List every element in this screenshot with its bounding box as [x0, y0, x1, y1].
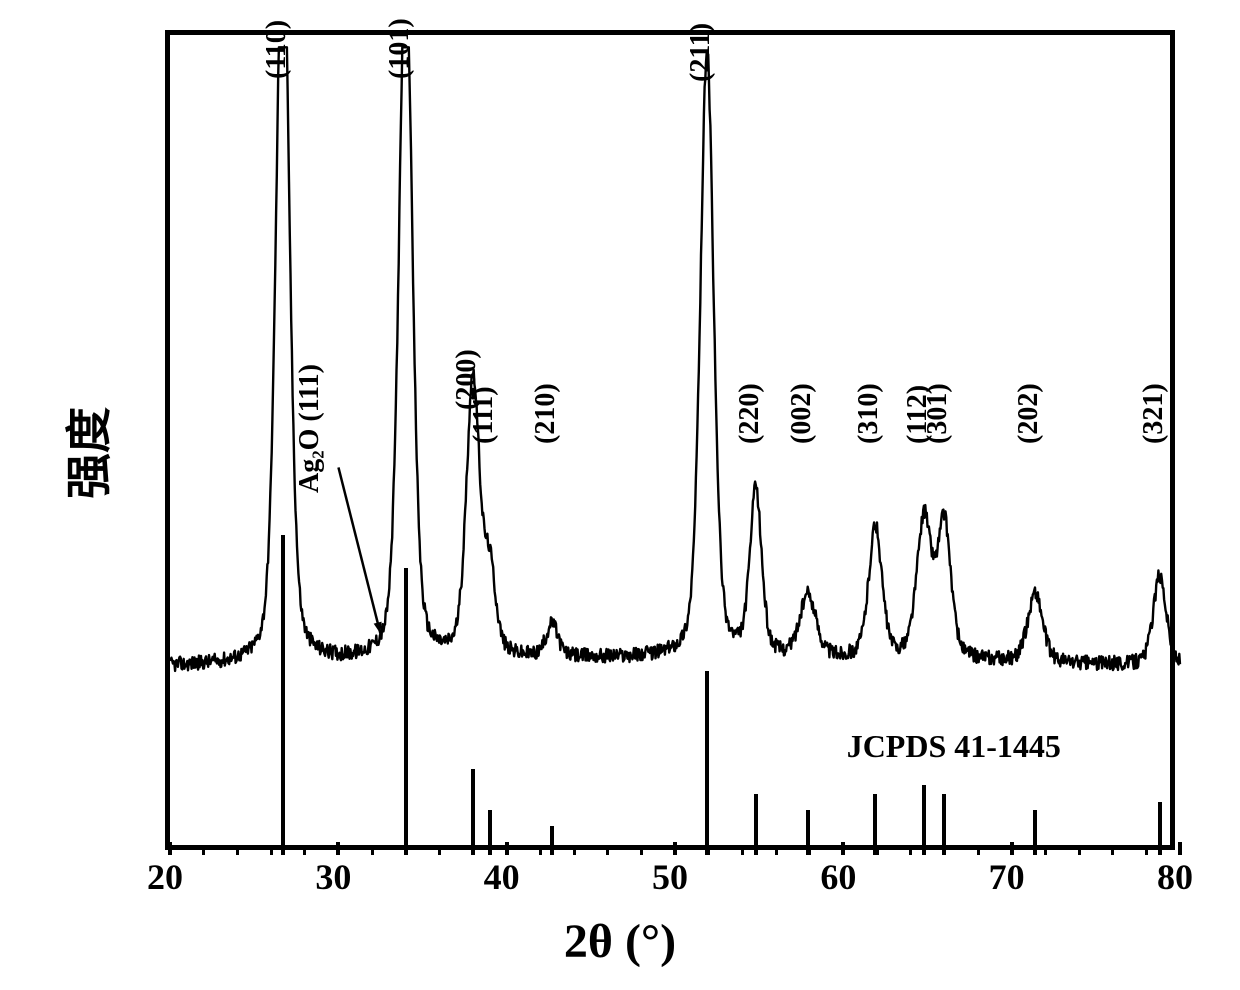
x-axis-label: 2θ (°) — [0, 914, 1240, 969]
x-tick-label: 70 — [989, 856, 1025, 898]
reference-card-label: JCPDS 41-1445 — [847, 728, 1061, 765]
x-tick-label: 50 — [652, 856, 688, 898]
x-tick-label: 60 — [820, 856, 856, 898]
x-tick-label: 30 — [315, 856, 351, 898]
x-tick-label: 40 — [484, 856, 520, 898]
xrd-figure: 强度 (110)(101)(200)(111)(210)(211)(220)(0… — [0, 0, 1240, 990]
y-axis-label: 强度 — [53, 407, 119, 499]
plot-area: (110)(101)(200)(111)(210)(211)(220)(002)… — [165, 30, 1175, 850]
x-tick-label: 80 — [1157, 856, 1193, 898]
x-tick-label: 20 — [147, 856, 183, 898]
